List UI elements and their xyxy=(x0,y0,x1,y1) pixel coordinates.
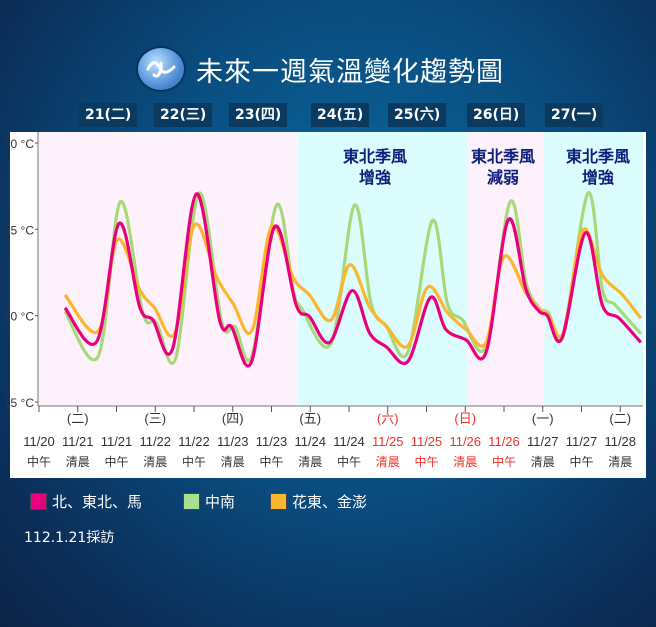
x-tick-time: 清晨 xyxy=(453,455,477,469)
x-tick-time: 中午 xyxy=(259,454,283,469)
x-tick-date: 11/24 xyxy=(333,434,365,449)
x-tick-date: 11/25 xyxy=(411,434,443,449)
background-band xyxy=(38,132,298,406)
x-tick-dow: (六) xyxy=(377,411,399,426)
legend-item-east: 花東、金澎 xyxy=(270,491,367,512)
x-tick-dow: (四) xyxy=(222,411,244,426)
background-band xyxy=(544,132,643,406)
x-tick-dow: (二) xyxy=(609,411,631,426)
annotation-text: 東北季風 xyxy=(470,147,535,166)
monsoon-annotation: 東北季風 增強 xyxy=(553,146,643,188)
x-tick-dow: (日) xyxy=(454,411,476,426)
x-tick-time: 清晨 xyxy=(376,455,400,469)
x-tick-date: 11/20 xyxy=(23,434,55,449)
page-title: 未來一週氣溫變化趨勢圖 xyxy=(196,56,504,88)
x-tick-date: 11/21 xyxy=(62,434,94,449)
monsoon-annotation: 東北季風 增強 xyxy=(330,146,420,188)
x-tick-time: 中午 xyxy=(104,454,128,469)
x-tick-dow: (二) xyxy=(67,411,89,426)
annotation-text: 增強 xyxy=(358,168,391,187)
y-tick-label: 20 °C xyxy=(4,310,34,324)
x-tick-date: 11/23 xyxy=(217,434,249,449)
annotation-text: 增強 xyxy=(581,168,614,187)
day-label: 22(三) xyxy=(154,103,213,127)
monsoon-annotation: 東北季風 減弱 xyxy=(458,146,548,188)
x-tick-dow: (五) xyxy=(299,411,321,426)
x-tick-date: 11/24 xyxy=(294,434,326,449)
header: 未來一週氣溫變化趨勢圖 xyxy=(138,48,504,90)
interview-date: 112.1.21採訪 xyxy=(24,530,115,546)
series-line-2 xyxy=(63,192,642,368)
legend-item-north: 北、東北、馬 xyxy=(30,491,142,512)
x-tick-date: 11/21 xyxy=(101,434,133,449)
x-tick-date: 11/25 xyxy=(372,434,404,449)
x-tick-time: 中午 xyxy=(27,454,51,469)
x-tick-time: 中午 xyxy=(337,454,361,469)
legend-swatch xyxy=(183,493,200,510)
x-tick-date: 11/27 xyxy=(527,434,559,449)
x-tick-time: 清晨 xyxy=(143,455,167,469)
x-tick-time: 清晨 xyxy=(298,455,322,469)
y-tick-label: 25 °C xyxy=(4,223,34,237)
legend-item-central-south: 中南 xyxy=(183,491,235,512)
x-tick-date: 11/27 xyxy=(566,434,598,449)
day-label: 25(六) xyxy=(388,103,447,127)
x-tick-time: 中午 xyxy=(182,454,206,469)
series-line-0 xyxy=(63,191,642,365)
y-tick-label: 30 °C xyxy=(4,137,34,151)
day-label: 27(一) xyxy=(545,103,604,127)
x-tick-date: 11/28 xyxy=(604,434,636,449)
legend-label: 北、東北、馬 xyxy=(52,493,143,511)
day-label: 24(五) xyxy=(311,103,370,127)
x-tick-dow: (三) xyxy=(144,411,166,426)
x-tick-date: 11/26 xyxy=(488,434,520,449)
x-tick-date: 11/22 xyxy=(178,434,210,449)
x-tick-time: 中午 xyxy=(492,454,516,469)
day-label: 21(二) xyxy=(79,103,138,127)
annotation-text: 減弱 xyxy=(486,168,519,187)
x-tick-date: 11/22 xyxy=(139,434,171,449)
day-label: 26(日) xyxy=(467,103,526,127)
x-tick-time: 清晨 xyxy=(531,455,555,469)
y-tick-label: 15 °C xyxy=(4,396,34,410)
x-tick-time: 中午 xyxy=(569,454,593,469)
annotation-text: 東北季風 xyxy=(565,147,630,166)
legend-label: 中南 xyxy=(205,493,236,511)
x-tick-date: 11/23 xyxy=(256,434,288,449)
annotation-text: 東北季風 xyxy=(342,147,407,166)
day-label: 23(四) xyxy=(229,103,288,127)
x-tick-dow: (一) xyxy=(532,411,554,426)
x-tick-date: 11/26 xyxy=(449,434,481,449)
legend-swatch xyxy=(30,493,47,510)
background-band xyxy=(297,132,468,406)
legend-label: 花東、金澎 xyxy=(292,493,368,511)
x-tick-time: 清晨 xyxy=(608,455,632,469)
cwb-logo-icon xyxy=(138,48,184,90)
legend-swatch xyxy=(270,493,287,510)
x-tick-time: 中午 xyxy=(414,454,438,469)
x-tick-time: 清晨 xyxy=(66,455,90,469)
x-tick-time: 清晨 xyxy=(221,455,245,469)
